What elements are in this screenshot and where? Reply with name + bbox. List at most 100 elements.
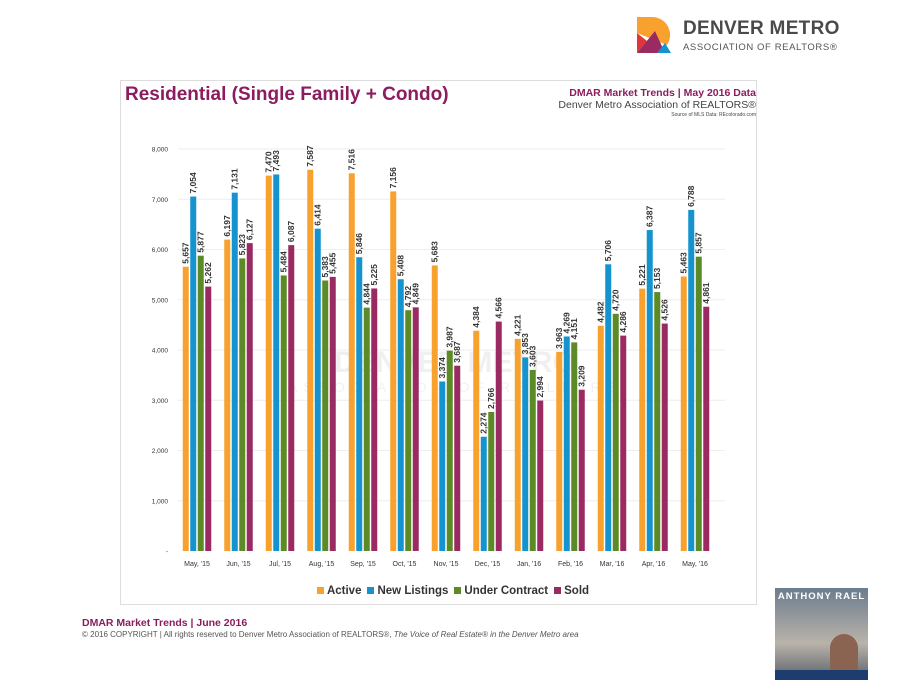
data-label: 3,853 bbox=[520, 333, 530, 355]
data-label: 2,766 bbox=[486, 387, 496, 409]
data-label: 3,374 bbox=[437, 357, 447, 379]
data-label: 3,603 bbox=[528, 345, 538, 367]
x-tick-label: Apr, '16 bbox=[642, 561, 666, 568]
data-label: 6,414 bbox=[313, 204, 323, 226]
bar-sold bbox=[537, 400, 544, 551]
x-tick-label: Aug, '15 bbox=[309, 561, 335, 568]
legend-label: Active bbox=[326, 585, 362, 597]
bar-active bbox=[639, 288, 646, 551]
agent-name: ANTHONY RAEL bbox=[777, 591, 866, 602]
footer-title: DMAR Market Trends | June 2016 bbox=[82, 617, 248, 629]
data-label: 5,484 bbox=[279, 251, 289, 273]
data-label: 4,861 bbox=[701, 282, 711, 304]
bar-new-listings bbox=[356, 257, 363, 551]
legend-label: Under Contract bbox=[464, 585, 549, 597]
bar-sold bbox=[620, 335, 627, 551]
bar-sold bbox=[329, 276, 336, 551]
bar-under-contract bbox=[239, 258, 246, 551]
bar-active bbox=[597, 325, 604, 551]
y-tick-label: 5,000 bbox=[152, 297, 169, 304]
bar-new-listings bbox=[231, 192, 238, 552]
bar-sold bbox=[661, 323, 668, 551]
data-label: 4,286 bbox=[618, 311, 628, 333]
data-label: 6,387 bbox=[645, 206, 655, 228]
x-tick-label: Jun, '15 bbox=[226, 561, 250, 568]
data-label: 2,274 bbox=[479, 412, 489, 434]
bar-sold bbox=[246, 243, 253, 551]
data-label: 6,197 bbox=[222, 215, 232, 237]
report-org: Denver Metro Association of REALTORS® bbox=[558, 99, 756, 111]
legend-label: New Listings bbox=[377, 585, 449, 597]
y-tick-label: 2,000 bbox=[152, 448, 169, 455]
bar-new-listings bbox=[439, 381, 446, 551]
data-label: 4,151 bbox=[569, 318, 579, 340]
data-label: 5,823 bbox=[237, 234, 247, 256]
tagline: The Voice of Real Estate® in the Denver … bbox=[393, 630, 579, 639]
legend-swatch bbox=[554, 587, 562, 594]
data-label: 6,788 bbox=[686, 185, 696, 207]
data-label: 4,849 bbox=[411, 283, 421, 305]
report-source: Source of MLS Data: REcolorado.com bbox=[671, 112, 756, 118]
bar-new-listings bbox=[563, 336, 570, 551]
x-tick-label: Feb, '16 bbox=[558, 561, 583, 568]
bar-sold bbox=[495, 321, 502, 551]
x-tick-label: Jan, '16 bbox=[517, 561, 541, 568]
data-label: 7,054 bbox=[188, 172, 198, 194]
y-tick-label: 1,000 bbox=[152, 498, 169, 505]
data-label: 4,482 bbox=[596, 301, 606, 323]
report-title: DMAR Market Trends | May 2016 Data bbox=[569, 87, 756, 99]
agent-ad[interactable]: ANTHONY RAEL bbox=[775, 588, 868, 680]
bar-active bbox=[348, 173, 355, 552]
data-label: 4,844 bbox=[362, 283, 372, 305]
bar-active bbox=[265, 175, 272, 551]
x-tick-label: Dec, '15 bbox=[475, 561, 501, 568]
dmar-logo: DENVER METRO ASSOCIATION OF REALTORS® bbox=[633, 15, 839, 57]
bar-under-contract bbox=[488, 412, 495, 551]
data-label: 4,221 bbox=[513, 314, 523, 336]
bar-active bbox=[556, 351, 563, 551]
bar-under-contract bbox=[363, 307, 370, 551]
data-label: 4,384 bbox=[471, 306, 481, 328]
x-tick-label: Sep, '15 bbox=[350, 561, 376, 568]
bar-active bbox=[680, 276, 687, 551]
data-label: 5,455 bbox=[328, 252, 338, 274]
data-label: 5,877 bbox=[196, 231, 206, 253]
data-label: 4,566 bbox=[494, 297, 504, 319]
dmar-logo-mark-icon bbox=[637, 17, 671, 53]
data-label: 7,156 bbox=[388, 167, 398, 189]
data-label: 7,516 bbox=[347, 149, 357, 171]
chart-title: Residential (Single Family + Condo) bbox=[125, 84, 449, 105]
bar-active bbox=[182, 266, 189, 551]
bar-new-listings bbox=[314, 228, 321, 551]
x-tick-label: Nov, '15 bbox=[434, 561, 459, 568]
logo-line1: DENVER METRO bbox=[683, 18, 840, 39]
bar-under-contract bbox=[612, 313, 619, 551]
legend: Active New Listings Under Contract Sold bbox=[0, 585, 900, 597]
ad-contact-bar bbox=[775, 670, 868, 680]
data-label: 5,221 bbox=[637, 264, 647, 286]
data-label: 3,963 bbox=[554, 327, 564, 349]
data-label: 5,706 bbox=[603, 240, 613, 262]
data-label: 5,225 bbox=[369, 264, 379, 286]
bar-active bbox=[514, 338, 521, 551]
bar-under-contract bbox=[197, 255, 204, 551]
data-label: 5,463 bbox=[679, 252, 689, 274]
data-label: 6,087 bbox=[286, 221, 296, 243]
bar-active bbox=[224, 239, 231, 551]
bar-active bbox=[390, 191, 397, 551]
bar-under-contract bbox=[571, 342, 578, 551]
bar-under-contract bbox=[322, 280, 329, 551]
data-label: 7,470 bbox=[264, 151, 274, 173]
y-tick-label: 4,000 bbox=[152, 348, 169, 355]
data-label: 7,131 bbox=[230, 168, 240, 190]
data-label: 5,383 bbox=[320, 256, 330, 278]
data-label: 5,683 bbox=[430, 241, 440, 263]
y-tick-label: 7,000 bbox=[152, 197, 169, 204]
bar-new-listings bbox=[646, 230, 653, 551]
footer-copyright: © 2016 COPYRIGHT | All rights reserved t… bbox=[82, 630, 579, 639]
bar-new-listings bbox=[480, 436, 487, 551]
legend-label: Sold bbox=[564, 585, 590, 597]
data-label: 6,127 bbox=[245, 219, 255, 241]
bar-active bbox=[473, 330, 480, 551]
